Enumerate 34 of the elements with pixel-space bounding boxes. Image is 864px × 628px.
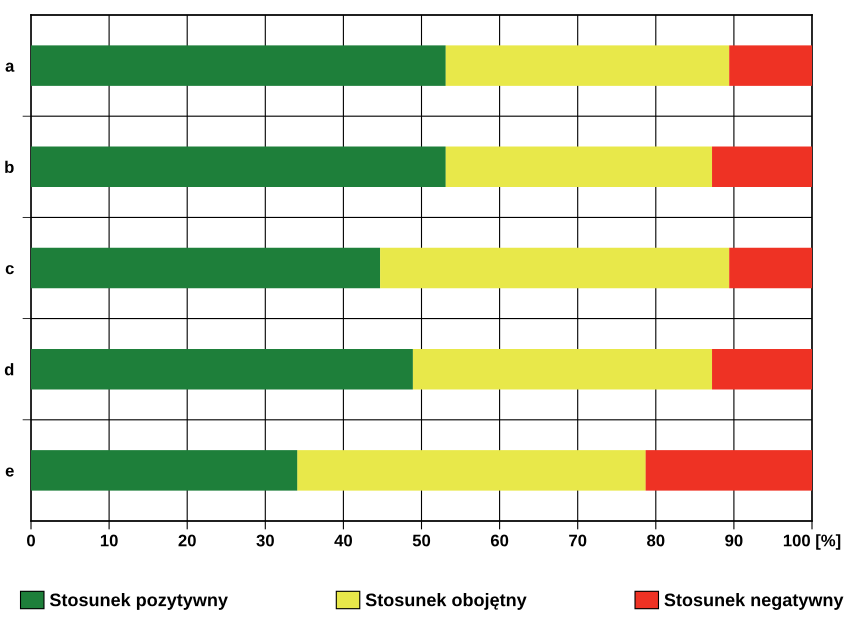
x-tick-label: 90 xyxy=(725,534,742,546)
bar xyxy=(729,248,812,288)
bar xyxy=(412,348,712,390)
bar xyxy=(31,348,413,390)
y-tick-label: a xyxy=(6,62,14,72)
bar xyxy=(712,348,812,390)
x-tick-label: 10 xyxy=(100,534,118,546)
y-tick-label: d xyxy=(4,363,14,376)
legend-label: Stosunek obojętny xyxy=(366,593,527,610)
x-tick-label: 20 xyxy=(178,534,196,546)
x-tick-label: 30 xyxy=(256,534,274,546)
bar xyxy=(712,146,812,188)
x-tick-label: 50 xyxy=(412,534,430,546)
bar xyxy=(729,45,812,86)
y-tick-label: c xyxy=(6,265,14,274)
x-tick-label: 0 xyxy=(27,534,35,546)
bar xyxy=(380,248,730,288)
bar xyxy=(646,450,812,491)
x-tick-label: 80 xyxy=(647,534,664,546)
bar xyxy=(446,45,730,86)
bar xyxy=(31,450,298,491)
x-tick-label: 60 xyxy=(490,534,508,546)
bar xyxy=(31,248,380,288)
bar xyxy=(446,146,712,188)
bar xyxy=(31,146,446,188)
x-tick-label: 40 xyxy=(334,534,352,546)
legend-label: Stosunek negatywny xyxy=(664,593,844,610)
x-tick-label: 100 [%] xyxy=(784,534,840,550)
x-tick-label: 70 xyxy=(569,534,586,546)
legend-label: Stosunek pozytywny xyxy=(50,593,228,610)
y-tick-label: e xyxy=(6,467,14,477)
bar xyxy=(297,450,646,491)
y-tick-label: b xyxy=(5,160,14,174)
bar xyxy=(31,45,446,86)
